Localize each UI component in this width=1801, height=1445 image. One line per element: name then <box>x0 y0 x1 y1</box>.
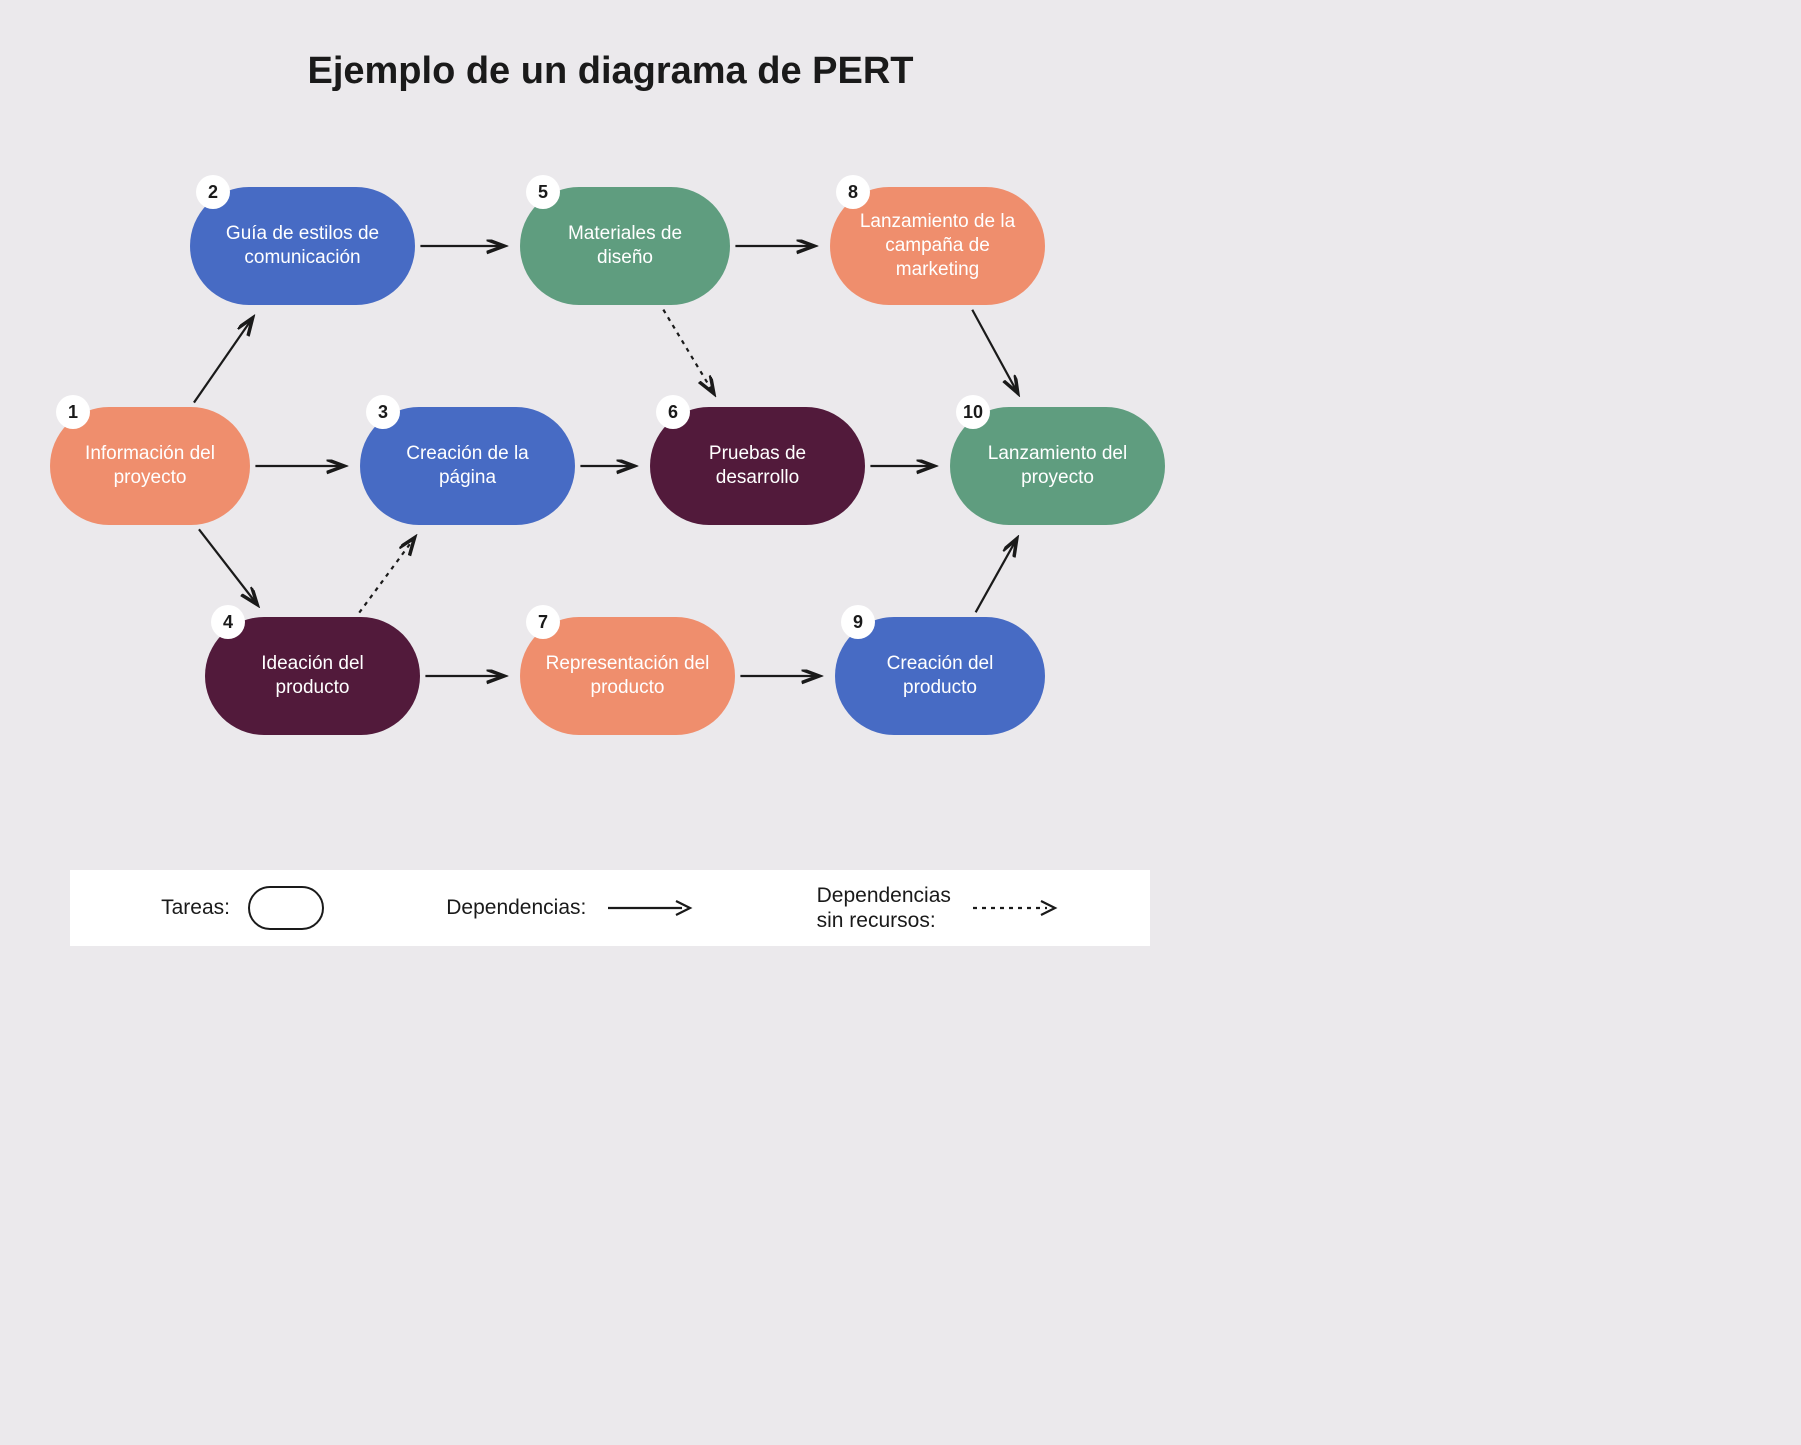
pert-node-badge: 10 <box>956 395 990 429</box>
pert-node-badge: 5 <box>526 175 560 209</box>
pert-node-label: Materiales de diseño <box>542 222 708 270</box>
pert-node-6: 6Pruebas de desarrollo <box>650 407 865 525</box>
pert-node-label: Representación del producto <box>542 652 713 700</box>
pert-node-badge: 9 <box>841 605 875 639</box>
pert-node-9: 9Creación del producto <box>835 617 1045 735</box>
pert-node-badge: 8 <box>836 175 870 209</box>
pert-node-label: Información del proyecto <box>72 442 228 490</box>
legend-item-dependencias: Dependencias: <box>446 896 694 920</box>
pert-node-10: 10Lanzamiento del proyecto <box>950 407 1165 525</box>
pert-node-badge: 3 <box>366 395 400 429</box>
legend-dashed-arrow-icon <box>969 896 1059 920</box>
edge-4-3 <box>359 539 413 612</box>
pert-node-badge: 1 <box>56 395 90 429</box>
legend-label: Dependenciassin recursos: <box>817 883 951 933</box>
legend: Tareas: Dependencias: Dependenciassin recu… <box>70 870 1150 946</box>
pert-node-2: 2Guía de estilos de comunicación <box>190 187 415 305</box>
pert-diagram-canvas: Ejemplo de un diagrama de PERT 1Informac… <box>0 0 1221 980</box>
legend-label: Dependencias: <box>446 896 586 920</box>
pert-node-label: Lanzamiento del proyecto <box>972 442 1143 490</box>
edge-1-4 <box>199 529 256 602</box>
pert-node-1: 1Información del proyecto <box>50 407 250 525</box>
pert-node-label: Creación de la página <box>382 442 553 490</box>
legend-item-dependencias_sin_recursos: Dependenciassin recursos: <box>817 883 1059 933</box>
pert-node-3: 3Creación de la página <box>360 407 575 525</box>
pert-node-5: 5Materiales de diseño <box>520 187 730 305</box>
pert-node-badge: 6 <box>656 395 690 429</box>
pert-node-label: Pruebas de desarrollo <box>672 442 843 490</box>
legend-pill-icon <box>248 886 324 930</box>
pert-node-label: Ideación del producto <box>227 652 398 700</box>
pert-node-4: 4Ideación del producto <box>205 617 420 735</box>
pert-node-7: 7Representación del producto <box>520 617 735 735</box>
pert-node-badge: 4 <box>211 605 245 639</box>
pert-node-badge: 7 <box>526 605 560 639</box>
pert-node-label: Guía de estilos de comunicación <box>212 222 393 270</box>
legend-label: Tareas: <box>161 896 230 920</box>
edge-9-10 <box>976 541 1016 613</box>
pert-node-label: Creación del producto <box>857 652 1023 700</box>
legend-item-tareas: Tareas: <box>161 886 324 930</box>
pert-node-badge: 2 <box>196 175 230 209</box>
edge-5-6 <box>663 310 712 392</box>
diagram-title: Ejemplo de un diagrama de PERT <box>0 50 1221 93</box>
legend-arrow-icon <box>604 896 694 920</box>
pert-node-8: 8Lanzamiento de la campaña de marketing <box>830 187 1045 305</box>
pert-node-label: Lanzamiento de la campaña de marketing <box>852 210 1023 281</box>
edge-1-2 <box>194 320 251 403</box>
edge-8-10 <box>972 310 1016 391</box>
